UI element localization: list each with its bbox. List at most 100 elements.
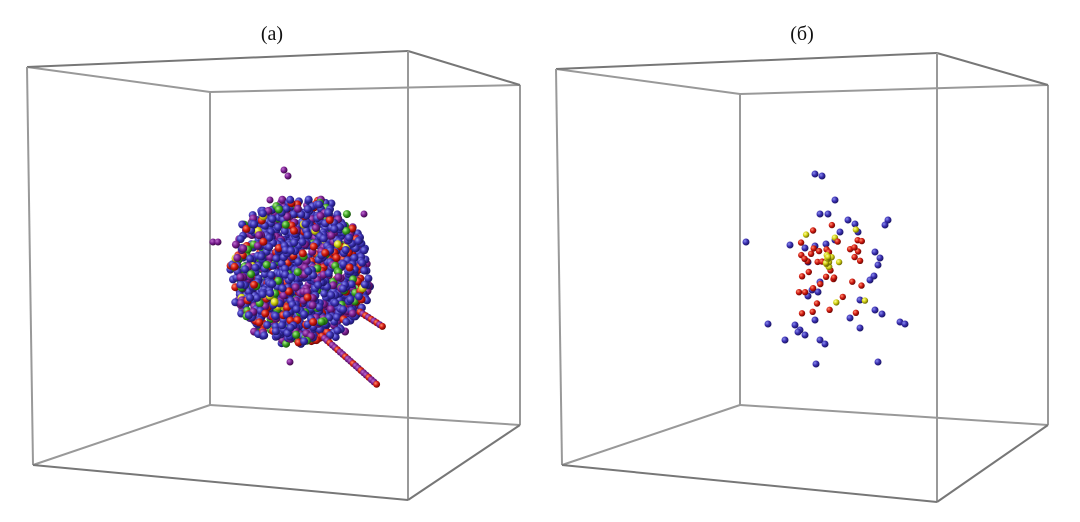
- atom: [259, 237, 268, 246]
- atom: [291, 283, 300, 292]
- atom: [811, 170, 819, 178]
- atom: [233, 253, 242, 262]
- atom: [836, 228, 844, 236]
- atom: [326, 331, 334, 340]
- atom: [271, 327, 280, 336]
- cube-edge: [26, 66, 34, 466]
- atom: [830, 274, 838, 281]
- atom: [851, 244, 858, 251]
- atom: [802, 231, 810, 238]
- atom: [901, 320, 909, 328]
- atom: [314, 281, 323, 290]
- atom: [327, 231, 336, 240]
- cube-edge: [407, 424, 521, 501]
- atom: [280, 227, 289, 236]
- cube-edge: [32, 464, 409, 501]
- atom: [324, 208, 333, 217]
- atom: [251, 263, 260, 272]
- atom: [278, 284, 287, 293]
- atom: [342, 227, 351, 235]
- atom: [303, 293, 312, 302]
- atom: [828, 221, 836, 229]
- atom: [237, 299, 246, 308]
- atom: [764, 320, 772, 328]
- atom: [327, 291, 336, 300]
- panel-b: (б): [555, 23, 1049, 503]
- atom: [881, 221, 889, 229]
- atom: [309, 242, 318, 251]
- atom: [812, 360, 820, 368]
- atom: [874, 358, 882, 366]
- atom: [786, 241, 794, 249]
- atom: [327, 305, 335, 314]
- atom: [835, 258, 843, 266]
- atom: [255, 231, 263, 240]
- atom: [293, 268, 302, 277]
- atom: [290, 238, 299, 247]
- atom: [354, 237, 363, 245]
- atom: [330, 225, 339, 233]
- atom: [798, 273, 806, 280]
- atom: [247, 270, 256, 279]
- atom: [268, 215, 277, 223]
- panel-a: (а): [26, 23, 521, 501]
- atom: [250, 220, 258, 229]
- atom: [378, 322, 386, 330]
- atom: [811, 316, 819, 324]
- atom: [805, 268, 812, 276]
- atom: [807, 250, 815, 257]
- cube-edge: [209, 404, 521, 426]
- atom: [345, 233, 354, 242]
- atom: [317, 317, 326, 326]
- atom: [286, 195, 295, 204]
- atom: [311, 224, 320, 232]
- atom: [342, 317, 351, 326]
- atom: [316, 212, 325, 220]
- atom: [315, 303, 324, 312]
- atom: [255, 318, 264, 327]
- atom: [342, 210, 351, 219]
- atom: [350, 253, 359, 262]
- atom: [821, 340, 829, 348]
- atom: [360, 246, 369, 255]
- atom: [354, 292, 363, 301]
- atom: [858, 282, 865, 289]
- atom: [236, 273, 245, 282]
- atom: [797, 239, 805, 246]
- atom: [329, 281, 338, 290]
- atom: [319, 234, 328, 243]
- cube-edge: [936, 52, 1049, 86]
- cube-edge: [561, 404, 741, 466]
- atom: [293, 204, 302, 213]
- atom: [856, 324, 864, 332]
- atom: [321, 248, 330, 257]
- atom: [290, 226, 298, 235]
- atom: [815, 247, 823, 255]
- atom: [246, 293, 254, 302]
- atom: [801, 331, 809, 339]
- atom: [289, 210, 298, 219]
- atom: [339, 284, 348, 293]
- atom: [231, 240, 240, 249]
- atom: [846, 314, 854, 322]
- atom: [287, 246, 295, 255]
- atom: [236, 280, 245, 289]
- cube-frame: [555, 52, 1049, 503]
- atom: [801, 289, 809, 296]
- atom: [284, 287, 293, 296]
- atom: [822, 240, 830, 248]
- cube-edge: [32, 404, 211, 466]
- atom: [345, 263, 354, 272]
- atom: [781, 336, 789, 344]
- atom: [274, 205, 283, 214]
- atom: [849, 278, 856, 285]
- atom: [266, 196, 274, 204]
- atom: [874, 261, 882, 269]
- atom: [742, 238, 750, 246]
- atom: [346, 295, 355, 304]
- cube-edge: [555, 52, 938, 70]
- atom: [333, 326, 342, 335]
- atom: [809, 285, 817, 292]
